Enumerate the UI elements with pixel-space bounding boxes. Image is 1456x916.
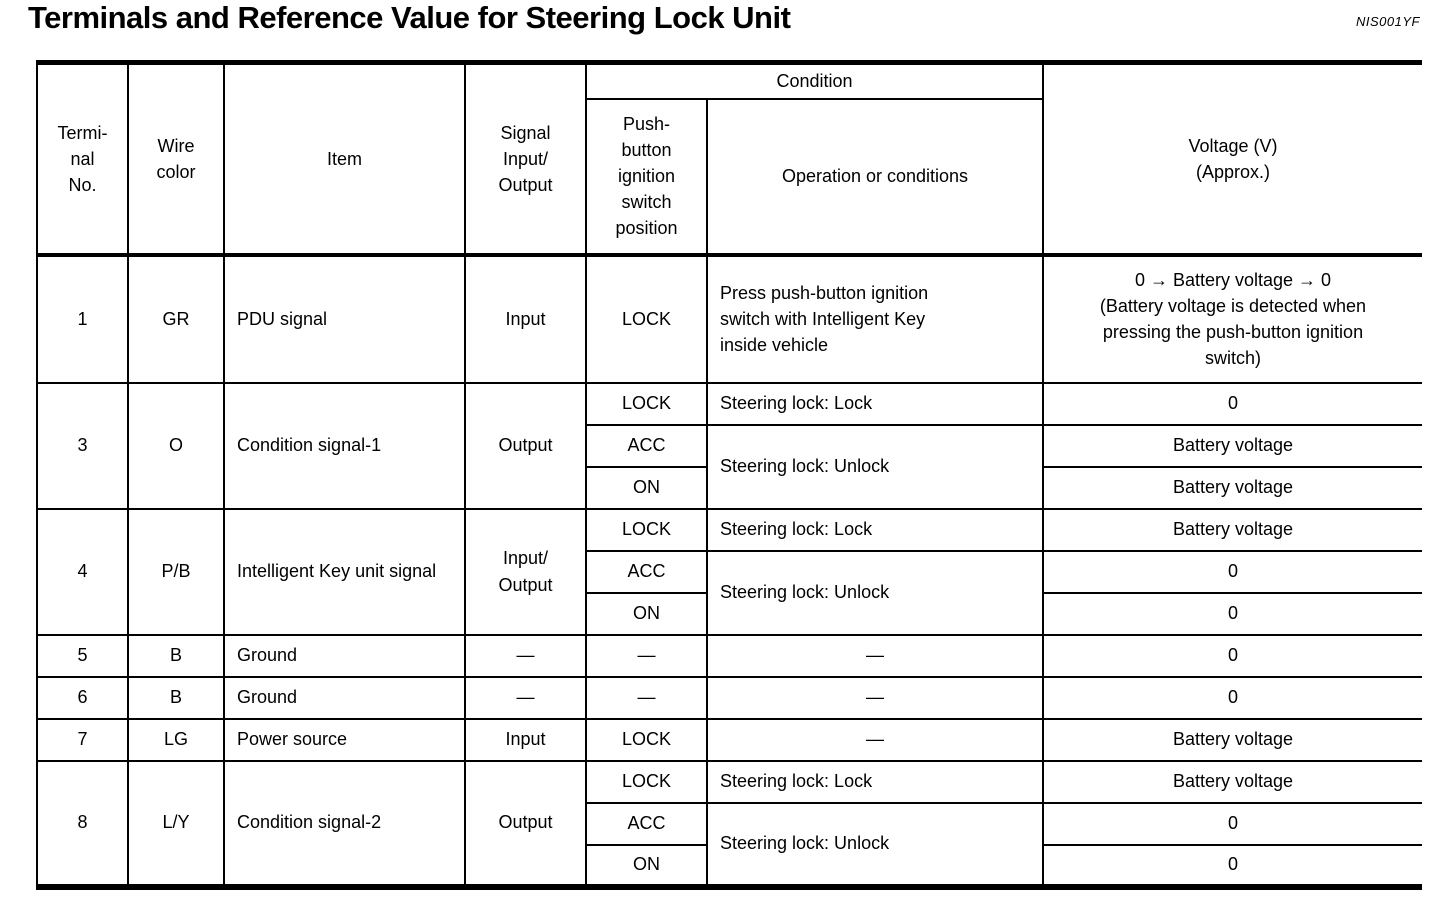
item-cell: Condition signal-1 <box>223 381 466 510</box>
item-cell: Ground <box>223 633 466 678</box>
doc-code: NIS001YF <box>1356 14 1420 29</box>
wire-color-cell: P/B <box>127 507 225 636</box>
page-title: Terminals and Reference Value for Steeri… <box>28 0 791 35</box>
operation-cell: Steering lock: Unlock <box>706 423 1044 510</box>
voltage-cell: 0 <box>1042 675 1422 720</box>
voltage-cell: Battery voltage <box>1042 759 1422 804</box>
terminal-row: 3 O Condition signal-1 Output LOCK Steer… <box>36 381 1422 510</box>
terminal-row: 6 B Ground — — — 0 <box>36 675 1422 720</box>
operation-cell: — <box>706 675 1044 720</box>
operation-cell: Steering lock: Unlock <box>706 801 1044 888</box>
operation-cell: Steering lock: Lock <box>706 507 1044 552</box>
wire-color-cell: B <box>127 675 225 720</box>
condition-sub-row: ACC Steering lock: Unlock 0 <box>37 801 1422 888</box>
switch-position-cell: LOCK <box>585 381 708 426</box>
voltage-cell: 0 <box>1042 549 1422 594</box>
terminal-row: 4 P/B Intelligent Key unit signal Input/… <box>36 507 1422 636</box>
voltage-cell: Battery voltage <box>1042 465 1422 510</box>
item-cell: PDU signal <box>223 253 466 384</box>
terminal-row: 7 LG Power source Input LOCK — Battery v… <box>36 717 1422 762</box>
header-item: Item <box>223 61 466 257</box>
terminal-row: 1 GR PDU signal Input LOCK Press push-bu… <box>36 253 1422 384</box>
switch-position-cell: LOCK <box>585 759 708 804</box>
header-operation: Operation or conditions <box>706 97 1044 257</box>
terminals-reference-table: Termi- nal No. Wire color Item Signal In… <box>36 60 1422 890</box>
terminal-no-cell: 4 <box>36 507 129 636</box>
voltage-cell: 0 <box>1042 801 1422 846</box>
header-switch-position: Push- button ignition switch position <box>585 97 708 257</box>
switch-position-cell: ACC <box>585 549 708 594</box>
condition-sub-row: ON Battery voltage <box>37 465 1422 510</box>
terminal-no-cell: 8 <box>36 759 129 888</box>
voltage-cell: 0 <box>1042 381 1422 426</box>
header-condition: Condition <box>585 61 1044 100</box>
switch-position-cell: LOCK <box>585 717 708 762</box>
switch-position-cell: ON <box>585 843 708 888</box>
condition-sub-row: ON 0 <box>37 591 1422 636</box>
condition-sub-row: ACC Steering lock: Unlock 0 <box>37 549 1422 636</box>
operation-cell: Steering lock: Unlock <box>706 549 1044 636</box>
wire-color-cell: LG <box>127 717 225 762</box>
switch-position-cell: — <box>585 675 708 720</box>
header-row-condition: Termi- nal No. Wire color Item Signal In… <box>36 61 1422 257</box>
signal-io-cell: Input/ Output <box>464 507 587 636</box>
switch-position-cell: ON <box>585 465 708 510</box>
terminal-no-cell: 3 <box>36 381 129 510</box>
condition-sub-row: ACC Steering lock: Unlock Battery voltag… <box>37 423 1422 510</box>
terminal-no-cell: 1 <box>36 253 129 384</box>
terminal-no-cell: 5 <box>36 633 129 678</box>
signal-io-cell: Input <box>464 253 587 384</box>
signal-io-cell: — <box>464 675 587 720</box>
voltage-cell: 0 <box>1042 591 1422 636</box>
header-row-main: Push- button ignition switch position Op… <box>37 97 1422 257</box>
signal-io-cell: Output <box>464 759 587 888</box>
wire-color-cell: L/Y <box>127 759 225 888</box>
voltage-cell: Battery voltage <box>1042 507 1422 552</box>
voltage-cell: Battery voltage <box>1042 423 1422 468</box>
switch-position-cell: ACC <box>585 423 708 468</box>
condition-sub-row: ON 0 <box>37 843 1422 888</box>
terminal-row: 8 L/Y Condition signal-2 Output LOCK Ste… <box>36 759 1422 888</box>
header-wire-color: Wire color <box>127 61 225 257</box>
switch-position-cell: ON <box>585 591 708 636</box>
signal-io-cell: — <box>464 633 587 678</box>
signal-io-cell: Input <box>464 717 587 762</box>
switch-position-cell: LOCK <box>585 253 708 384</box>
item-cell: Intelligent Key unit signal <box>223 507 466 636</box>
switch-position-cell: — <box>585 633 708 678</box>
terminal-row: 5 B Ground — — — 0 <box>36 633 1422 678</box>
switch-position-cell: LOCK <box>585 507 708 552</box>
operation-cell: Steering lock: Lock <box>706 759 1044 804</box>
terminal-no-cell: 7 <box>36 717 129 762</box>
switch-position-cell: ACC <box>585 801 708 846</box>
operation-cell: Press push-button ignition switch with I… <box>706 253 1044 384</box>
header-terminal-no: Termi- nal No. <box>36 61 129 257</box>
item-cell: Condition signal-2 <box>223 759 466 888</box>
wire-color-cell: O <box>127 381 225 510</box>
operation-cell: — <box>706 633 1044 678</box>
wire-color-cell: B <box>127 633 225 678</box>
voltage-cell: 0 → Battery voltage → 0 (Battery voltage… <box>1042 253 1422 384</box>
item-cell: Ground <box>223 675 466 720</box>
operation-cell: — <box>706 717 1044 762</box>
header-signal-io: Signal Input/ Output <box>464 61 587 257</box>
voltage-cell: 0 <box>1042 633 1422 678</box>
voltage-cell: Battery voltage <box>1042 717 1422 762</box>
operation-cell: Steering lock: Lock <box>706 381 1044 426</box>
page-header: Terminals and Reference Value for Steeri… <box>0 0 1456 44</box>
signal-io-cell: Output <box>464 381 587 510</box>
item-cell: Power source <box>223 717 466 762</box>
header-voltage: Voltage (V) (Approx.) <box>1042 61 1422 257</box>
voltage-cell: 0 <box>1042 843 1422 888</box>
wire-color-cell: GR <box>127 253 225 384</box>
terminal-no-cell: 6 <box>36 675 129 720</box>
